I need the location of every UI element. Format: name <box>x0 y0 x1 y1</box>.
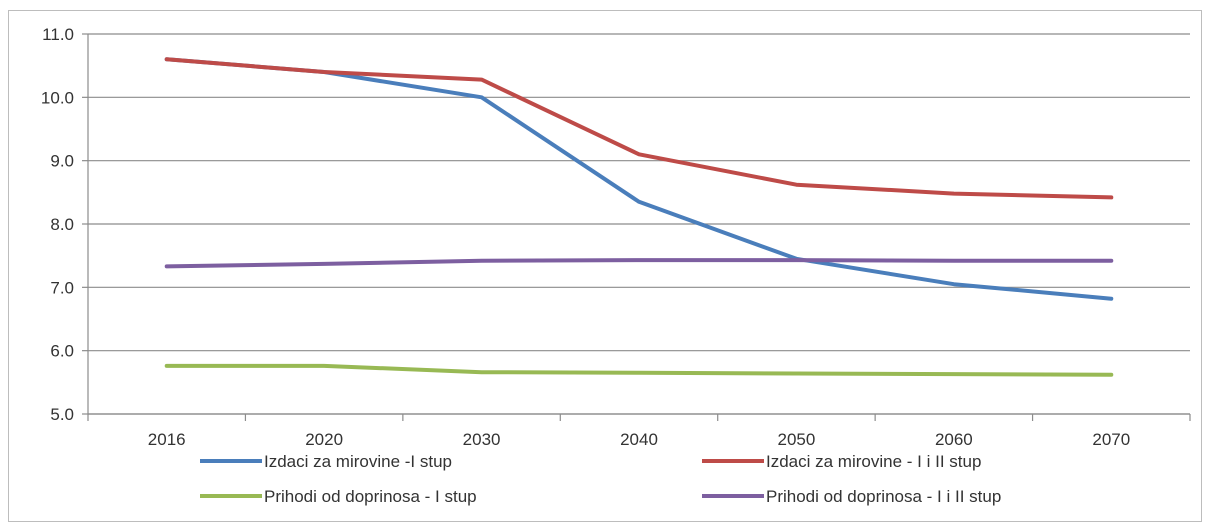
y-tick-label: 11.0 <box>42 25 74 44</box>
x-tick-label: 2060 <box>935 430 973 449</box>
x-tick-label: 2030 <box>463 430 501 449</box>
y-tick-label: 6.0 <box>50 342 74 361</box>
legend-label: Prihodi od doprinosa - I i II stup <box>766 487 1001 506</box>
series-line-4 <box>164 258 1114 269</box>
x-tick-label: 2020 <box>305 430 343 449</box>
x-tick-label: 2040 <box>620 430 658 449</box>
y-tick-label: 9.0 <box>50 152 74 171</box>
y-tick-label: 7.0 <box>50 278 74 297</box>
x-tick-label: 2016 <box>148 430 186 449</box>
y-tick-label: 5.0 <box>50 405 74 424</box>
y-tick-label: 8.0 <box>50 215 74 234</box>
legend-label: Izdaci za mirovine -I stup <box>264 452 452 471</box>
series-line-2 <box>164 57 1114 200</box>
legend-label: Izdaci za mirovine - I i II stup <box>766 452 981 471</box>
x-tick-label: 2050 <box>778 430 816 449</box>
y-tick-label: 10.0 <box>41 88 74 107</box>
x-tick-label: 2070 <box>1092 430 1130 449</box>
legend-label: Prihodi od doprinosa - I stup <box>264 487 477 506</box>
series-line-3 <box>164 363 1114 377</box>
